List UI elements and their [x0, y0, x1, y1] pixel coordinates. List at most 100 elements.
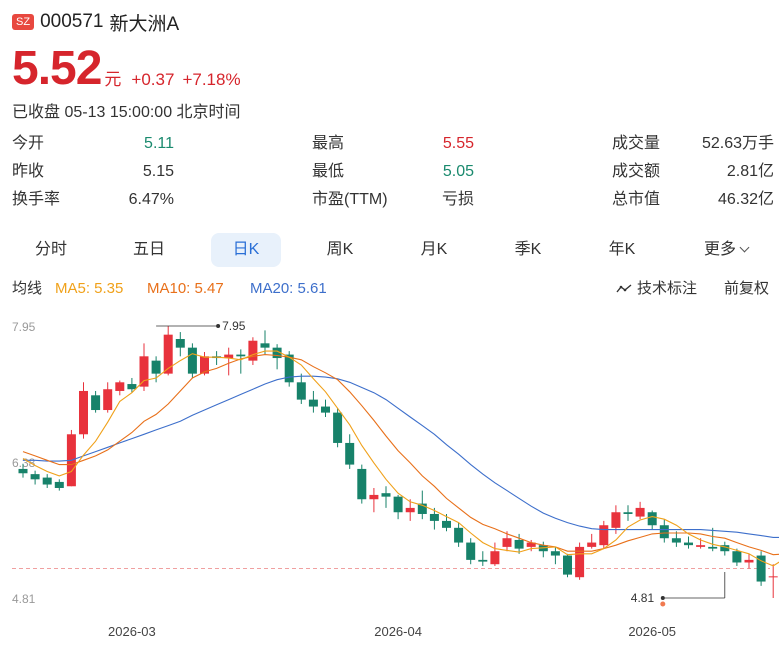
candle-body	[175, 338, 185, 348]
candle-body	[696, 545, 706, 547]
adjust-button[interactable]: 前复权	[724, 280, 770, 297]
stat-value: 亏损	[441, 191, 474, 208]
tab-weekly-k[interactable]: 周K	[326, 241, 354, 258]
stat-prev-close: 昨收 5.15	[12, 160, 174, 188]
candle-body	[575, 546, 585, 578]
candle-body	[756, 555, 766, 582]
candle-body	[260, 343, 270, 348]
candle-body	[599, 525, 609, 546]
candle-body	[369, 494, 379, 500]
stat-label: 换手率	[12, 191, 61, 208]
kline-svg: 7.95 6.38 4.81 7.95 4.81 2026-03 2026-04 2026-0…	[12, 319, 779, 639]
ma10-line	[22, 354, 779, 556]
candle-body	[284, 354, 294, 383]
candle-body	[381, 493, 391, 497]
candle-body	[623, 512, 633, 514]
ma20-value: MA20: 5.61	[250, 280, 327, 297]
candle-body	[442, 520, 451, 528]
stat-volume: 成交量 52.63万手	[612, 132, 774, 160]
candle-body	[187, 347, 197, 374]
candle-body	[115, 382, 125, 391]
candle-body	[296, 382, 306, 400]
candle-body	[345, 442, 355, 465]
tab-minute[interactable]: 分时	[34, 241, 67, 258]
stat-value: 5.11	[144, 135, 174, 152]
stat-turnover-rate: 换手率 6.47%	[12, 188, 174, 216]
candle-body	[708, 546, 718, 549]
candle-body	[127, 384, 137, 390]
candle-body	[429, 513, 439, 521]
candle-body	[550, 551, 560, 556]
candle-body	[18, 468, 28, 474]
tech-mark-label: 技术标注	[637, 280, 698, 297]
x-tick-label: 2026-05	[628, 624, 676, 639]
price-change: +0.37	[131, 70, 175, 89]
tab-more[interactable]: 更多	[686, 233, 766, 267]
candle-body	[478, 559, 488, 562]
y-tick-label: 4.81	[12, 592, 36, 606]
candle-body	[684, 542, 693, 546]
stat-label: 成交量	[612, 135, 661, 152]
stat-label: 总市值	[612, 191, 661, 208]
candle-body	[200, 356, 209, 374]
candle-body	[732, 551, 742, 563]
stats-row: 今开 5.11 最高 5.55 成交量 52.63万手	[12, 132, 774, 160]
stat-label: 最高	[312, 135, 345, 152]
stat-value: 5.55	[442, 135, 474, 152]
price-row: 5.52 元 +0.37 +7.18%	[12, 42, 241, 95]
tab-monthly-k[interactable]: 月K	[420, 241, 448, 258]
candle-body	[635, 507, 645, 517]
ma10-value: MA10: 5.47	[147, 280, 224, 297]
candle-body	[139, 356, 149, 387]
candle-body	[79, 390, 88, 435]
candle-body	[224, 354, 234, 359]
stat-value: 46.32亿	[717, 191, 774, 208]
stat-market-cap: 总市值 46.32亿	[612, 188, 774, 216]
tech-mark-button[interactable]: 技术标注	[616, 278, 697, 300]
stat-pe-ttm: 市盈(TTM) 亏损	[312, 188, 474, 216]
tab-five-day[interactable]: 五日	[132, 241, 165, 258]
candle-body	[514, 539, 524, 549]
price-change-percent: +7.18%	[182, 70, 241, 89]
x-tick-label: 2026-03	[108, 624, 156, 639]
candlestick-marker-icon	[616, 284, 632, 293]
stock-header: SZ 000571 新大洲A	[12, 8, 179, 36]
stat-value: 2.81亿	[726, 163, 774, 180]
tab-daily-k[interactable]: 日K	[211, 233, 281, 267]
y-tick-label: 7.95	[12, 320, 36, 334]
candle-body	[502, 538, 512, 547]
stat-low: 最低 5.05	[312, 160, 474, 188]
low-marker-point	[660, 601, 666, 607]
candle-body	[308, 399, 318, 407]
candle-body	[671, 538, 681, 543]
low-marker-dot	[660, 596, 665, 600]
tab-more-label: 更多	[703, 241, 736, 258]
candle-body	[30, 474, 40, 480]
stats-row: 昨收 5.15 最低 5.05 成交额 2.81亿	[12, 160, 774, 188]
current-price: 5.52	[12, 42, 102, 95]
stat-value: 52.63万手	[701, 135, 774, 152]
candle-body	[466, 542, 476, 560]
x-tick-label: 2026-04	[374, 624, 422, 639]
tab-yearly-k[interactable]: 年K	[608, 241, 636, 258]
candle-body	[647, 512, 657, 526]
low-marker-label: 4.81	[631, 591, 655, 605]
candle-body	[744, 559, 754, 563]
high-marker-label: 7.95	[222, 319, 246, 333]
candle-body	[54, 481, 64, 488]
candle-body	[272, 347, 282, 359]
chevron-down-icon	[739, 242, 750, 253]
stat-high: 最高 5.55	[312, 132, 474, 160]
candle-body	[417, 503, 427, 514]
tab-quarterly-k[interactable]: 季K	[514, 241, 542, 258]
candle-body	[393, 496, 403, 513]
candle-body	[333, 412, 343, 443]
candle-body	[587, 542, 597, 547]
candle-body	[526, 542, 536, 547]
stat-label: 最低	[312, 163, 345, 180]
candle-body	[611, 512, 621, 528]
kline-chart[interactable]: 7.95 6.38 4.81 7.95 4.81 2026-03 2026-04 2026-0…	[0, 300, 779, 661]
candle-body	[490, 551, 500, 565]
candle-body	[563, 555, 572, 575]
stat-value: 6.47%	[128, 191, 174, 208]
